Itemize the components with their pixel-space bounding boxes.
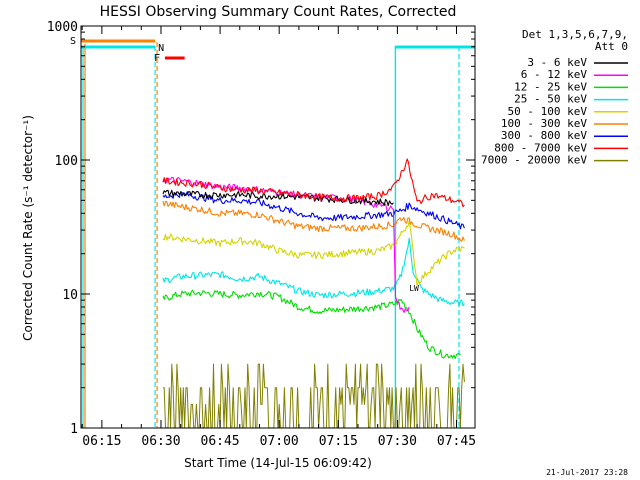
x-tick-label: 06:15	[82, 434, 121, 449]
legend-item-label: 25 - 50 keV	[514, 93, 587, 106]
x-tick-label: 07:30	[378, 434, 417, 449]
series-line	[162, 289, 461, 360]
x-tick-label: 06:45	[201, 434, 240, 449]
legend-item-label: 6 - 12 keV	[521, 68, 588, 81]
legend-header-line-2: Att 0	[595, 40, 628, 53]
legend-item-label: 800 - 7000 keV	[494, 141, 587, 154]
x-tick-label: 07:15	[319, 434, 358, 449]
data-layer: S NF LW	[70, 36, 475, 429]
series-line	[162, 158, 465, 208]
y-tick-label: 10	[62, 288, 78, 303]
x-tick-label: 07:45	[437, 434, 476, 449]
chart-title: HESSI Observing Summary Count Rates, Cor…	[100, 4, 457, 20]
plot-frame	[80, 25, 476, 429]
series-line	[162, 200, 465, 242]
flag-label: N	[158, 43, 164, 54]
legend-header-line-1: Det 1,3,5,6,7,9,	[522, 28, 628, 41]
flag-label: S	[70, 36, 76, 47]
date-stamp: 21-Jul-2017 23:28	[546, 468, 628, 477]
legend-item-label: 12 - 25 keV	[514, 80, 587, 93]
axis-layer: 1 10 100 1000 06:15 06:30 06:45 07:00 07:15 07:30…	[47, 20, 476, 449]
legend-item-label: 100 - 300 keV	[501, 117, 587, 130]
legend-item-label: 300 - 800 keV	[501, 129, 587, 142]
x-tick-label: 06:30	[141, 434, 180, 449]
flag-label: F	[154, 53, 160, 64]
annotation-label: LW	[409, 284, 419, 293]
series-line	[162, 237, 465, 308]
y-tick-label: 1000	[47, 20, 78, 35]
series-line	[162, 176, 410, 313]
legend-item-label: 3 - 6 keV	[527, 56, 587, 69]
x-tick-label: 07:00	[260, 434, 299, 449]
x-axis-label: Start Time (14-Jul-15 06:09:42)	[184, 456, 372, 470]
legend-item-label: 7000 - 20000 keV	[481, 154, 587, 167]
legend-item-label: 50 - 100 keV	[508, 105, 588, 118]
y-axis-label: Corrected Count Rate (s⁻¹ detector⁻¹)	[21, 115, 35, 341]
series-line	[162, 219, 465, 287]
y-tick-label: 1	[70, 422, 78, 437]
y-tick-label: 100	[55, 154, 78, 169]
